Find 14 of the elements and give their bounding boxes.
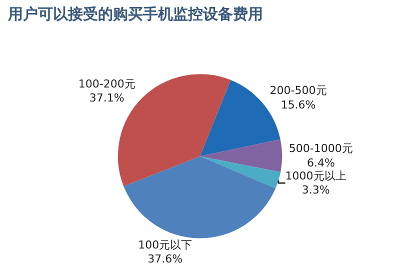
data-label: 37.1% [89,92,124,105]
pie-slice [200,156,281,188]
data-label: 37.6% [148,252,183,266]
data-label: 6.4% [306,156,335,170]
slice-label: 500-1000元 [288,142,353,156]
slice-label: 1000元以上 [285,169,346,182]
slice-label: 100元以下 [138,238,192,252]
chart-title: 用户可以接受的购买手机监控设备费用 [7,4,263,23]
data-label: 3.3% [302,184,330,197]
slice-label: 200-500元 [270,84,327,98]
pie-slice [124,156,276,238]
data-label: 15.6% [280,98,316,112]
slice-label: 100-200元 [78,77,136,90]
pie-slice [200,139,282,172]
